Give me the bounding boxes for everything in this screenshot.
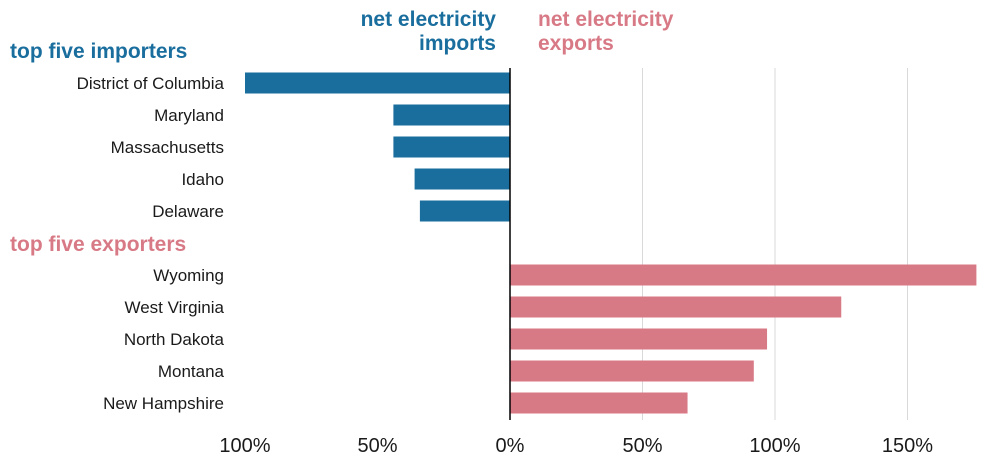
category-label: Delaware (152, 202, 224, 221)
bar-north-dakota (510, 328, 768, 350)
bar-district-of-columbia (245, 72, 510, 94)
exports-header: net electricity exports (538, 8, 738, 56)
bar-wyoming (510, 264, 977, 286)
category-label: Wyoming (153, 266, 224, 285)
group-label-exporters: top five exporters (10, 233, 187, 256)
category-label: New Hampshire (103, 394, 224, 413)
x-tick-label: 100% (219, 435, 270, 457)
bar-montana (510, 360, 754, 382)
imports-header-line1: net electricity (360, 8, 496, 31)
x-tick-label: 50% (622, 435, 662, 457)
category-label: District of Columbia (77, 74, 225, 93)
imports-header-line2: imports (418, 32, 496, 55)
category-label: Massachusetts (111, 138, 224, 157)
x-tick-label: 100% (749, 435, 800, 457)
bar-west-virginia (510, 296, 842, 318)
bar-massachusetts (393, 136, 510, 158)
group-label-importers: top five importers (10, 40, 188, 63)
exports-header-line2: exports (538, 32, 614, 55)
x-tick-label: 0% (496, 435, 525, 457)
bar-new-hampshire (510, 392, 688, 414)
category-label: Idaho (181, 170, 224, 189)
category-label: North Dakota (124, 330, 225, 349)
category-label: Montana (158, 362, 225, 381)
bar-idaho (414, 168, 510, 190)
x-tick-label: 150% (882, 435, 933, 457)
category-label: Maryland (154, 106, 224, 125)
bar-maryland (393, 104, 510, 126)
category-label: West Virginia (124, 298, 224, 317)
imports-header: net electricity imports (300, 8, 496, 56)
exports-header-line1: net electricity (538, 8, 674, 31)
bar-delaware (419, 200, 510, 222)
x-tick-label: 50% (357, 435, 397, 457)
